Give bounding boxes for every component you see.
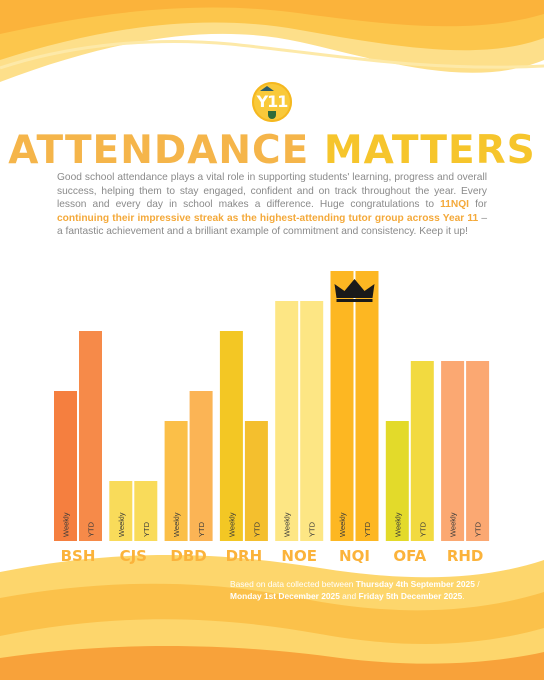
bar-bsh-weekly	[54, 391, 77, 541]
category-label-ofa: OFA	[393, 547, 426, 565]
bar-label-drh-ytd: YTD	[252, 521, 261, 537]
category-label-drh: DRH	[226, 547, 263, 565]
bar-label-noe-weekly: Weekly	[283, 512, 292, 537]
bar-label-noe-ytd: YTD	[308, 521, 317, 537]
bar-bsh-ytd	[79, 331, 102, 541]
category-label-bsh: BSH	[61, 547, 96, 565]
title-part-2: MATTERS	[323, 128, 536, 173]
bar-cjs-ytd	[134, 481, 158, 541]
bar-label-cjs-weekly: Weekly	[117, 512, 126, 537]
bar-ofa-ytd	[410, 361, 434, 541]
bar-cjs-weekly	[109, 481, 133, 541]
bar-drh-weekly	[219, 331, 243, 541]
intro-paragraph: Good school attendance plays a vital rol…	[57, 171, 487, 239]
intro-text-3: – a fantastic achievement and a brillian…	[57, 212, 488, 238]
bar-label-ofa-weekly: Weekly	[393, 512, 402, 537]
crown-base-icon	[336, 299, 373, 302]
bar-label-dbd-ytd: YTD	[197, 521, 206, 537]
bar-nqi-ytd	[355, 271, 379, 541]
bar-rhd-ytd	[466, 361, 490, 541]
footnote-date-1: Thursday 4th September 2025	[355, 579, 475, 589]
bar-label-dbd-weekly: Weekly	[172, 512, 181, 537]
category-label-cjs: CJS	[120, 547, 147, 565]
crest-icon	[268, 111, 276, 119]
footnote-text-4: .	[462, 591, 465, 601]
category-label-noe: NOE	[281, 547, 317, 565]
bar-noe-weekly	[275, 301, 299, 541]
bar-noe-ytd	[300, 301, 324, 541]
bar-nqi-weekly	[330, 271, 354, 541]
intro-highlight-streak: continuing their impressive streak as th…	[57, 212, 479, 224]
graduation-cap-icon	[260, 86, 274, 91]
bar-label-cjs-ytd: YTD	[142, 521, 151, 537]
category-label-dbd: DBD	[170, 547, 206, 565]
bar-label-rhd-ytd: YTD	[474, 521, 483, 537]
bar-ofa-weekly	[385, 421, 409, 541]
bar-label-bsh-weekly: Weekly	[62, 512, 71, 537]
footnote-date-2: Monday 1st December 2025	[230, 591, 340, 601]
footnote-text-1: Based on data collected between	[230, 579, 356, 589]
footnote: Based on data collected between Thursday…	[230, 578, 492, 602]
crown-icon	[334, 279, 375, 298]
category-label-rhd: RHD	[447, 547, 484, 565]
bar-drh-ytd	[244, 421, 268, 541]
bar-dbd-ytd	[189, 391, 213, 541]
bar-label-nqi-weekly: Weekly	[338, 512, 347, 537]
footnote-date-3: Friday 5th December 2025	[358, 591, 463, 601]
intro-text-2: for	[469, 199, 487, 211]
footnote-text-3: and	[339, 591, 359, 601]
logo-text: Y11	[256, 92, 289, 111]
bar-rhd-weekly	[441, 361, 465, 541]
footnote-text-2: /	[474, 579, 480, 589]
bar-label-drh-weekly: Weekly	[227, 512, 236, 537]
bar-label-rhd-weekly: Weekly	[449, 512, 458, 537]
bar-label-nqi-ytd: YTD	[363, 521, 372, 537]
category-label-nqi: NQI	[339, 547, 370, 565]
bar-dbd-weekly	[164, 421, 188, 541]
title-part-1: ATTENDANCE	[8, 128, 310, 173]
page-title: ATTENDANCE MATTERS	[0, 128, 544, 174]
intro-text-1: Good school attendance plays a vital rol…	[57, 172, 487, 211]
school-logo: Y11	[252, 82, 292, 122]
intro-highlight-group: 11NQI	[440, 199, 470, 211]
bar-label-ofa-ytd: YTD	[418, 521, 427, 537]
bar-label-bsh-ytd: YTD	[87, 521, 96, 537]
